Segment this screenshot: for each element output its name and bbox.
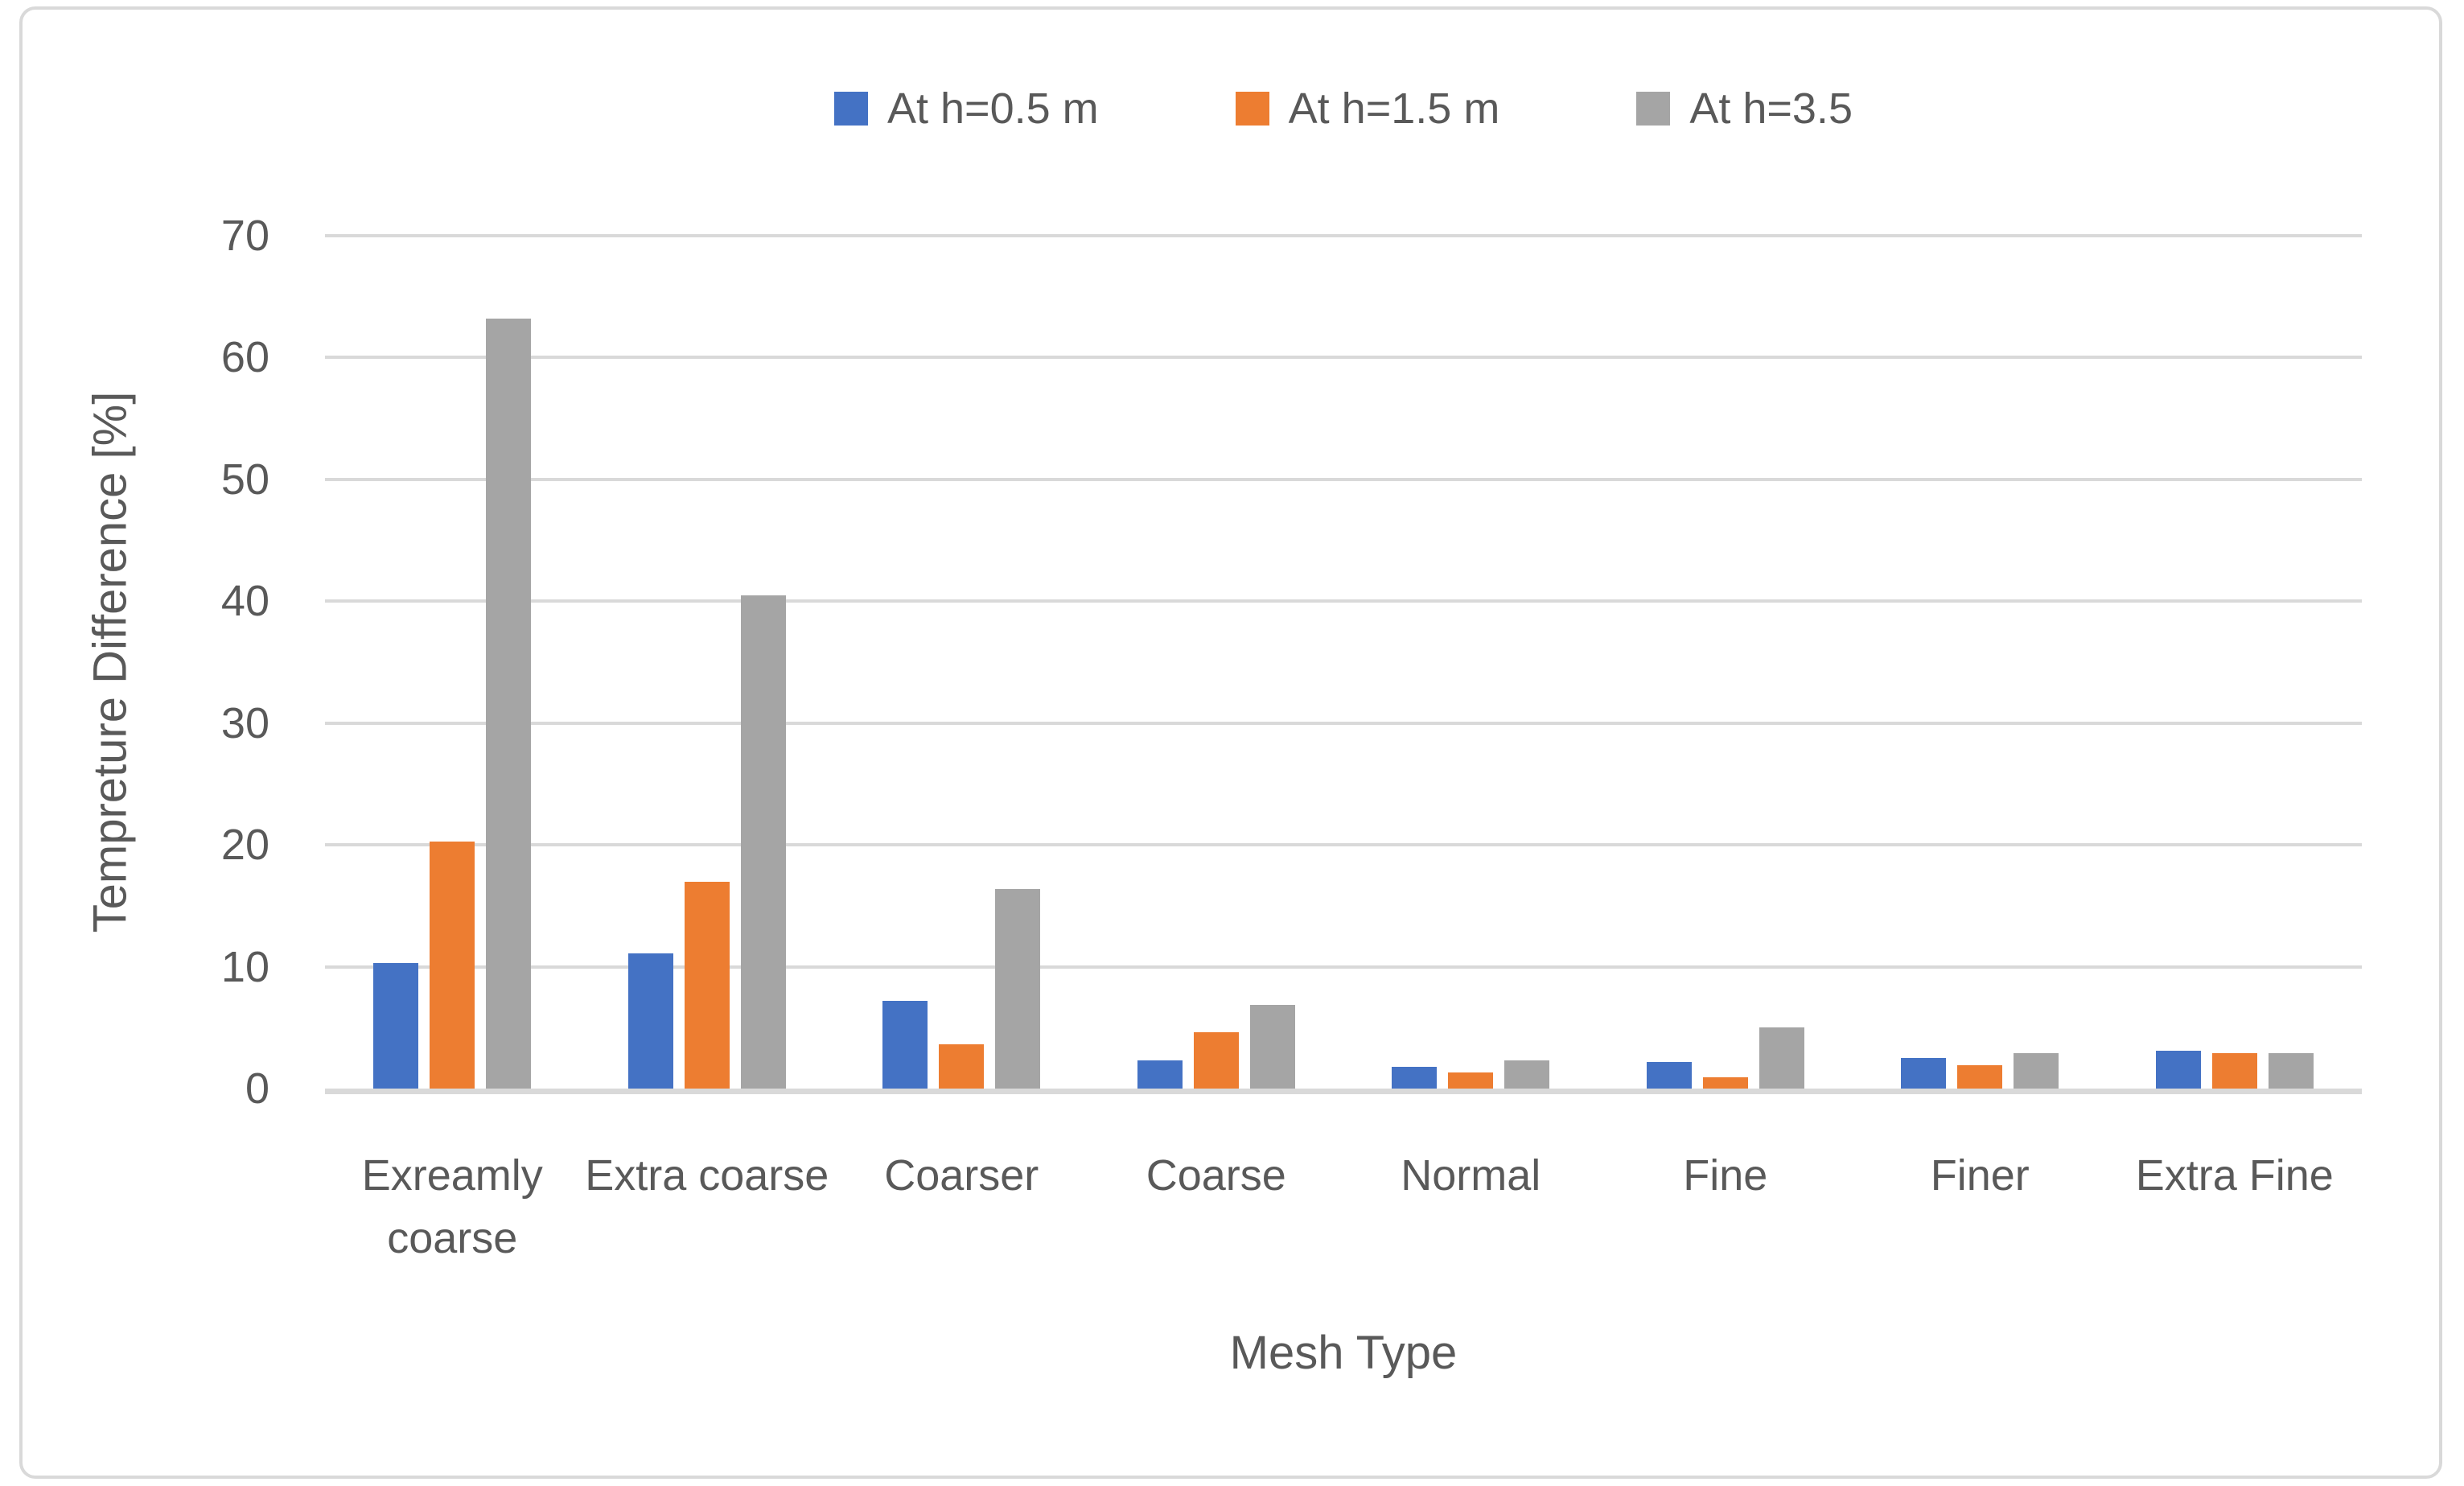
bar-fine-at-h-3-5 [1759, 1027, 1804, 1089]
bar-coarser-at-h-0-5-m [882, 1000, 928, 1089]
legend-item-at-h-0-5-m: At h=0.5 m [834, 87, 1099, 130]
y-tick-label-10: 10 [220, 942, 269, 991]
y-tick-label-0: 0 [245, 1064, 269, 1113]
gridline-10 [325, 965, 2362, 969]
bar-coarser-at-h-1-5-m [939, 1044, 985, 1089]
bar-fine-at-h-0-5-m [1646, 1061, 1692, 1089]
category-label-coarse: Coarse [1146, 1151, 1286, 1200]
plot-area [325, 234, 2362, 1094]
gridline-20 [325, 843, 2362, 847]
gridline-60 [325, 356, 2362, 360]
bar-normal-at-h-1-5-m [1448, 1072, 1494, 1089]
legend-item-at-h-3-5: At h=3.5 [1636, 87, 1853, 130]
bar-coarse-at-h-0-5-m [1137, 1060, 1183, 1089]
y-tick-label-50: 50 [220, 455, 269, 504]
y-tick-label-30: 30 [220, 698, 269, 747]
category-label-extra-coarse: Extra coarse [585, 1151, 829, 1200]
category-label-finer: Finer [1930, 1151, 2030, 1200]
bar-exreamly-coarse-at-h-1-5-m [430, 841, 475, 1089]
legend-label: At h=0.5 m [887, 84, 1099, 133]
bar-normal-at-h-3-5 [1504, 1060, 1550, 1089]
x-axis-line [325, 1089, 2362, 1094]
chart-legend: At h=0.5 m At h=1.5 m At h=3.5 [325, 80, 2362, 137]
bar-exreamly-coarse-at-h-0-5-m [373, 963, 419, 1089]
category-label-fine: Fine [1683, 1151, 1768, 1200]
category-label-coarser: Coarser [884, 1151, 1039, 1200]
bar-finer-at-h-1-5-m [1957, 1065, 2003, 1089]
bar-extra-fine-at-h-1-5-m [2211, 1053, 2257, 1089]
bar-coarse-at-h-1-5-m [1193, 1032, 1239, 1089]
y-tick-label-70: 70 [220, 212, 269, 260]
bar-extra-coarse-at-h-1-5-m [684, 881, 730, 1089]
bar-extra-coarse-at-h-3-5 [740, 595, 786, 1089]
gridline-40 [325, 599, 2362, 603]
legend-swatch-icon [1235, 92, 1269, 126]
bar-extra-fine-at-h-0-5-m [2155, 1051, 2201, 1089]
legend-item-at-h-1-5-m: At h=1.5 m [1235, 84, 1500, 133]
gridline-70 [325, 234, 2362, 237]
y-tick-label-40: 40 [220, 577, 269, 626]
category-label-exreamly-coarse: Exreamly coarse [361, 1151, 543, 1262]
category-label-extra-fine: Extra Fine [2135, 1151, 2334, 1200]
bar-normal-at-h-0-5-m [1392, 1066, 1438, 1089]
gridline-50 [325, 477, 2362, 481]
y-tick-label-20: 20 [220, 821, 269, 870]
bar-exreamly-coarse-at-h-3-5 [486, 318, 532, 1089]
bar-finer-at-h-0-5-m [1901, 1058, 1947, 1089]
bar-coarse-at-h-3-5 [1249, 1004, 1295, 1089]
legend-swatch-icon [1636, 92, 1671, 126]
bar-extra-fine-at-h-3-5 [2268, 1053, 2314, 1089]
bar-finer-at-h-3-5 [2014, 1053, 2059, 1089]
bar-coarser-at-h-3-5 [995, 888, 1041, 1089]
bar-extra-coarse-at-h-0-5-m [627, 953, 673, 1089]
legend-label: At h=1.5 m [1288, 84, 1500, 133]
legend-label: At h=3.5 [1689, 84, 1853, 133]
y-tick-label-60: 60 [220, 333, 269, 382]
x-axis-title: Mesh Type [1229, 1327, 1458, 1379]
legend-swatch-icon [834, 92, 868, 126]
bar-fine-at-h-1-5-m [1702, 1077, 1748, 1089]
category-label-normal: Normal [1401, 1151, 1541, 1200]
gridline-30 [325, 721, 2362, 725]
